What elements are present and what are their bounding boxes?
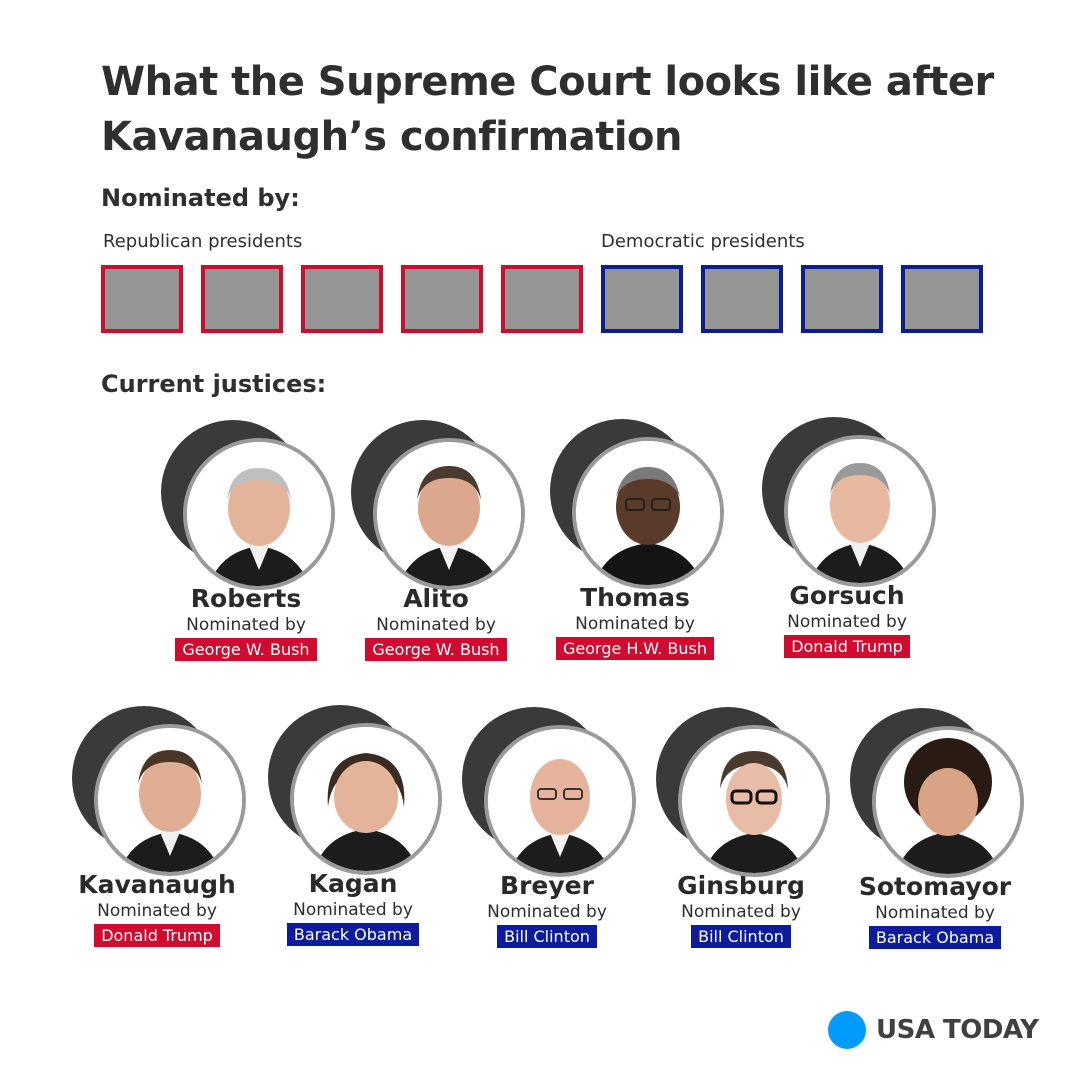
justice-card-thomas: Thomas Nominated by George H.W. Bush (525, 419, 745, 660)
justice-portrait (341, 420, 531, 590)
person-portrait-icon (682, 729, 826, 873)
president-badge: George W. Bush (175, 638, 317, 661)
president-badge: Barack Obama (868, 926, 1002, 949)
justice-card-kagan: Kagan Nominated by Barack Obama (243, 705, 463, 946)
nominated-by-label: Nominated by (787, 612, 907, 632)
seat-democratic-1 (601, 265, 683, 333)
nominated-by-label: Nominated by (681, 902, 801, 922)
nominated-by-label: Nominated by (376, 615, 496, 635)
justice-card-breyer: Breyer Nominated by Bill Clinton (437, 707, 657, 948)
president-badge: Barack Obama (286, 923, 420, 946)
current-justices-heading: Current justices: (101, 370, 327, 398)
person-portrait-icon (876, 730, 1020, 874)
person-portrait-icon (377, 442, 521, 586)
president-badge: Bill Clinton (497, 925, 597, 948)
seat-democratic-2 (701, 265, 783, 333)
seat-republican-1 (101, 265, 183, 333)
justice-portrait (840, 708, 1030, 878)
seat-democratic-4 (901, 265, 983, 333)
president-badge: Donald Trump (94, 924, 220, 947)
usa-today-logo: USA TODAY (828, 1010, 1039, 1050)
person-portrait-icon (187, 442, 331, 586)
page-title: What the Supreme Court looks like after … (101, 59, 994, 160)
justice-portrait (540, 419, 730, 589)
democratic-presidents-label: Democratic presidents (601, 231, 805, 252)
nominated-by-label: Nominated by (186, 615, 306, 635)
nominated-by-label: Nominated by (293, 900, 413, 920)
nominated-by-label: Nominated by (875, 903, 995, 923)
president-badge: Donald Trump (784, 635, 910, 658)
person-portrait-icon (98, 728, 242, 872)
justice-card-gorsuch: Gorsuch Nominated by Donald Trump (737, 417, 957, 658)
nominated-by-label: Nominated by (575, 614, 695, 634)
justice-portrait (258, 705, 448, 875)
nominated-by-label: Nominated by (97, 901, 217, 921)
justice-portrait (151, 420, 341, 590)
person-portrait-icon (294, 727, 438, 871)
justice-portrait (452, 707, 642, 877)
president-badge: George W. Bush (365, 638, 507, 661)
person-portrait-icon (788, 439, 932, 583)
seat-democratic-3 (801, 265, 883, 333)
justice-portrait (62, 706, 252, 876)
logo-text: USA TODAY (876, 1015, 1039, 1045)
justice-portrait (646, 707, 836, 877)
person-portrait-icon (488, 729, 632, 873)
justice-portrait (752, 417, 942, 587)
seat-republican-5 (501, 265, 583, 333)
seat-republican-3 (301, 265, 383, 333)
person-portrait-icon (576, 441, 720, 585)
president-badge: Bill Clinton (691, 925, 791, 948)
justice-card-ginsburg: Ginsburg Nominated by Bill Clinton (631, 707, 851, 948)
president-badge: George H.W. Bush (556, 637, 714, 660)
justice-card-alito: Alito Nominated by George W. Bush (326, 420, 546, 661)
nominated-by-label: Nominated by (487, 902, 607, 922)
justice-card-roberts: Roberts Nominated by George W. Bush (136, 420, 356, 661)
logo-dot-icon (828, 1011, 866, 1049)
justice-card-kavanaugh: Kavanaugh Nominated by Donald Trump (47, 706, 267, 947)
seat-republican-4 (401, 265, 483, 333)
republican-presidents-label: Republican presidents (103, 231, 303, 252)
seat-republican-2 (201, 265, 283, 333)
nominated-by-heading: Nominated by: (101, 184, 300, 212)
justice-card-sotomayor: Sotomayor Nominated by Barack Obama (825, 708, 1045, 949)
